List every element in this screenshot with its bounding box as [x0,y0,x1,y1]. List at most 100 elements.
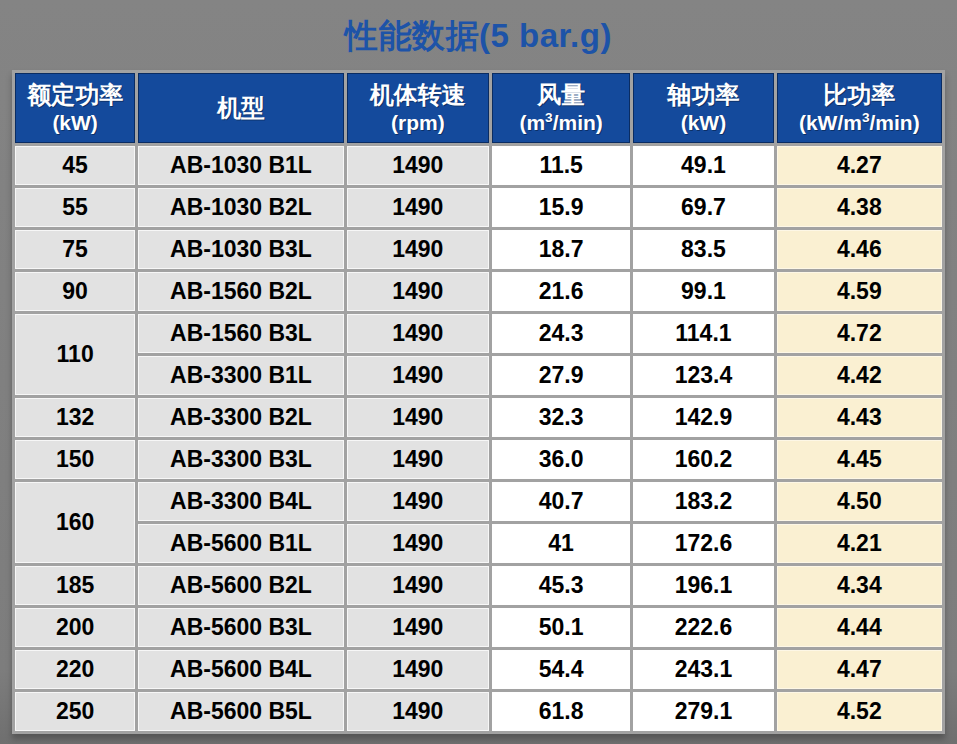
cell-rated-power: 250 [15,692,135,731]
cell-shaft-power: 142.9 [633,398,773,437]
cell-shaft-power: 196.1 [633,566,773,605]
cell-shaft-power: 123.4 [633,356,773,395]
column-header-label: 轴功率 [634,80,772,110]
cell-shaft-power: 114.1 [633,314,773,353]
cell-rated-power: 90 [15,272,135,311]
column-header-unit: (kW) [634,110,772,136]
cell-rated-power: 185 [15,566,135,605]
cell-speed: 1490 [347,146,489,185]
cell-speed: 1490 [347,566,489,605]
cell-model: AB-3300 B4L [138,482,343,521]
table-row: AB-5600 B1L149041172.64.21 [15,524,942,563]
cell-specific-power: 4.72 [777,314,942,353]
cell-rated-power: 160 [15,482,135,563]
column-header-unit: (kW/m3/min) [778,110,941,136]
cell-flow: 21.6 [492,272,630,311]
table-row: 110AB-1560 B3L149024.3114.14.72 [15,314,942,353]
column-header-shaft: 轴功率(kW) [633,73,773,143]
cell-rated-power: 110 [15,314,135,395]
cell-specific-power: 4.44 [777,608,942,647]
cell-flow: 54.4 [492,650,630,689]
cell-rated-power: 200 [15,608,135,647]
table-row: 75AB-1030 B3L149018.783.54.46 [15,230,942,269]
table-row: 160AB-3300 B4L149040.7183.24.50 [15,482,942,521]
cell-specific-power: 4.43 [777,398,942,437]
cell-specific-power: 4.47 [777,650,942,689]
cell-flow: 45.3 [492,566,630,605]
cell-shaft-power: 49.1 [633,146,773,185]
column-header-unit: (m3/min) [493,110,629,136]
table-body: 45AB-1030 B1L149011.549.14.2755AB-1030 B… [15,146,942,731]
cell-rated-power: 75 [15,230,135,269]
cell-flow: 32.3 [492,398,630,437]
cell-model: AB-5600 B3L [138,608,343,647]
table-row: 132AB-3300 B2L149032.3142.94.43 [15,398,942,437]
page: 性能数据(5 bar.g) 额定功率(kW)机型机体转速(rpm)风量(m3/m… [0,0,957,744]
cell-specific-power: 4.46 [777,230,942,269]
table-header: 额定功率(kW)机型机体转速(rpm)风量(m3/min)轴功率(kW)比功率(… [15,73,942,143]
cell-model: AB-5600 B2L [138,566,343,605]
cell-speed: 1490 [347,440,489,479]
cell-model: AB-3300 B1L [138,356,343,395]
cell-speed: 1490 [347,650,489,689]
cell-speed: 1490 [347,356,489,395]
table-row: 200AB-5600 B3L149050.1222.64.44 [15,608,942,647]
cell-speed: 1490 [347,314,489,353]
cell-rated-power: 45 [15,146,135,185]
cell-specific-power: 4.52 [777,692,942,731]
cell-specific-power: 4.59 [777,272,942,311]
cell-model: AB-3300 B3L [138,440,343,479]
column-header-label: 风量 [493,80,629,110]
column-header-model: 机型 [138,73,343,143]
cell-specific-power: 4.27 [777,146,942,185]
table-row: 185AB-5600 B2L149045.3196.14.34 [15,566,942,605]
cell-model: AB-1560 B2L [138,272,343,311]
cell-flow: 41 [492,524,630,563]
cell-flow: 11.5 [492,146,630,185]
cell-shaft-power: 243.1 [633,650,773,689]
column-header-label: 机体转速 [348,80,488,110]
cell-shaft-power: 279.1 [633,692,773,731]
table-row: 55AB-1030 B2L149015.969.74.38 [15,188,942,227]
cell-rated-power: 220 [15,650,135,689]
cell-speed: 1490 [347,230,489,269]
table-row: 250AB-5600 B5L149061.8279.14.52 [15,692,942,731]
column-header-specific: 比功率(kW/m3/min) [777,73,942,143]
cell-speed: 1490 [347,524,489,563]
cell-model: AB-5600 B1L [138,524,343,563]
cell-shaft-power: 183.2 [633,482,773,521]
cell-speed: 1490 [347,608,489,647]
cell-model: AB-1030 B1L [138,146,343,185]
cell-specific-power: 4.34 [777,566,942,605]
performance-table: 额定功率(kW)机型机体转速(rpm)风量(m3/min)轴功率(kW)比功率(… [12,70,945,734]
table-row: AB-3300 B1L149027.9123.44.42 [15,356,942,395]
column-header-unit: (kW) [16,110,134,136]
cell-flow: 15.9 [492,188,630,227]
cell-shaft-power: 99.1 [633,272,773,311]
cell-specific-power: 4.42 [777,356,942,395]
cell-shaft-power: 222.6 [633,608,773,647]
cell-flow: 61.8 [492,692,630,731]
column-header-rpm: 机体转速(rpm) [347,73,489,143]
column-header-label: 额定功率 [16,80,134,110]
cell-model: AB-5600 B5L [138,692,343,731]
cell-rated-power: 150 [15,440,135,479]
cell-flow: 27.9 [492,356,630,395]
cell-flow: 40.7 [492,482,630,521]
cell-rated-power: 132 [15,398,135,437]
header-row: 额定功率(kW)机型机体转速(rpm)风量(m3/min)轴功率(kW)比功率(… [15,73,942,143]
cell-speed: 1490 [347,188,489,227]
column-header-flow: 风量(m3/min) [492,73,630,143]
cell-speed: 1490 [347,692,489,731]
cell-specific-power: 4.21 [777,524,942,563]
cell-flow: 18.7 [492,230,630,269]
cell-model: AB-1560 B3L [138,314,343,353]
cell-model: AB-3300 B2L [138,398,343,437]
cell-rated-power: 55 [15,188,135,227]
column-header-rated: 额定功率(kW) [15,73,135,143]
table-row: 90AB-1560 B2L149021.699.14.59 [15,272,942,311]
column-header-label: 比功率 [778,80,941,110]
cell-specific-power: 4.45 [777,440,942,479]
page-title: 性能数据(5 bar.g) [0,0,957,70]
cell-flow: 50.1 [492,608,630,647]
